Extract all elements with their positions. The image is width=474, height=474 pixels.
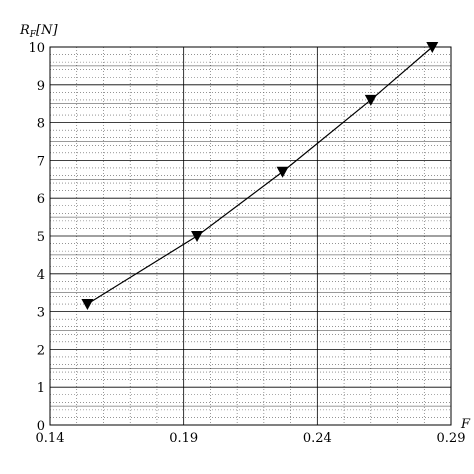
y-tick-label: 3 (37, 306, 45, 321)
y-tick-label: 7 (37, 154, 45, 169)
y-tick-label: 4 (37, 268, 45, 283)
y-tick-label: 1 (37, 381, 45, 396)
data-point (426, 42, 439, 53)
data-point (364, 94, 377, 106)
data-point (276, 166, 289, 178)
x-tick-label: 0.14 (36, 431, 65, 446)
y-tick-label: 10 (28, 41, 45, 56)
y-tick-label: 2 (37, 343, 45, 358)
y-tick-label: 0 (37, 419, 45, 434)
major-grid (49, 46, 452, 426)
data-point (191, 231, 204, 242)
y-tick-label: 5 (37, 230, 45, 245)
x-tick-label: 0.29 (437, 431, 466, 446)
plot-frame (49, 46, 452, 426)
data-point (81, 299, 94, 311)
x-tick-label: 0.19 (169, 431, 198, 446)
y-tick-label: 6 (37, 192, 45, 207)
minor-grid (50, 47, 451, 425)
x-tick-labels: 0.14 0.19 0.24 0.29 (36, 431, 466, 446)
x-axis-label: F (460, 417, 471, 432)
series-group (81, 42, 439, 311)
y-axis-label: RF[N] (19, 23, 58, 40)
y-tick-label: 8 (37, 117, 45, 132)
y-tick-label: 9 (37, 79, 45, 94)
y-tick-labels: 0 1 2 3 4 5 6 7 8 9 10 (28, 41, 45, 434)
x-tick-label: 0.24 (303, 431, 332, 446)
